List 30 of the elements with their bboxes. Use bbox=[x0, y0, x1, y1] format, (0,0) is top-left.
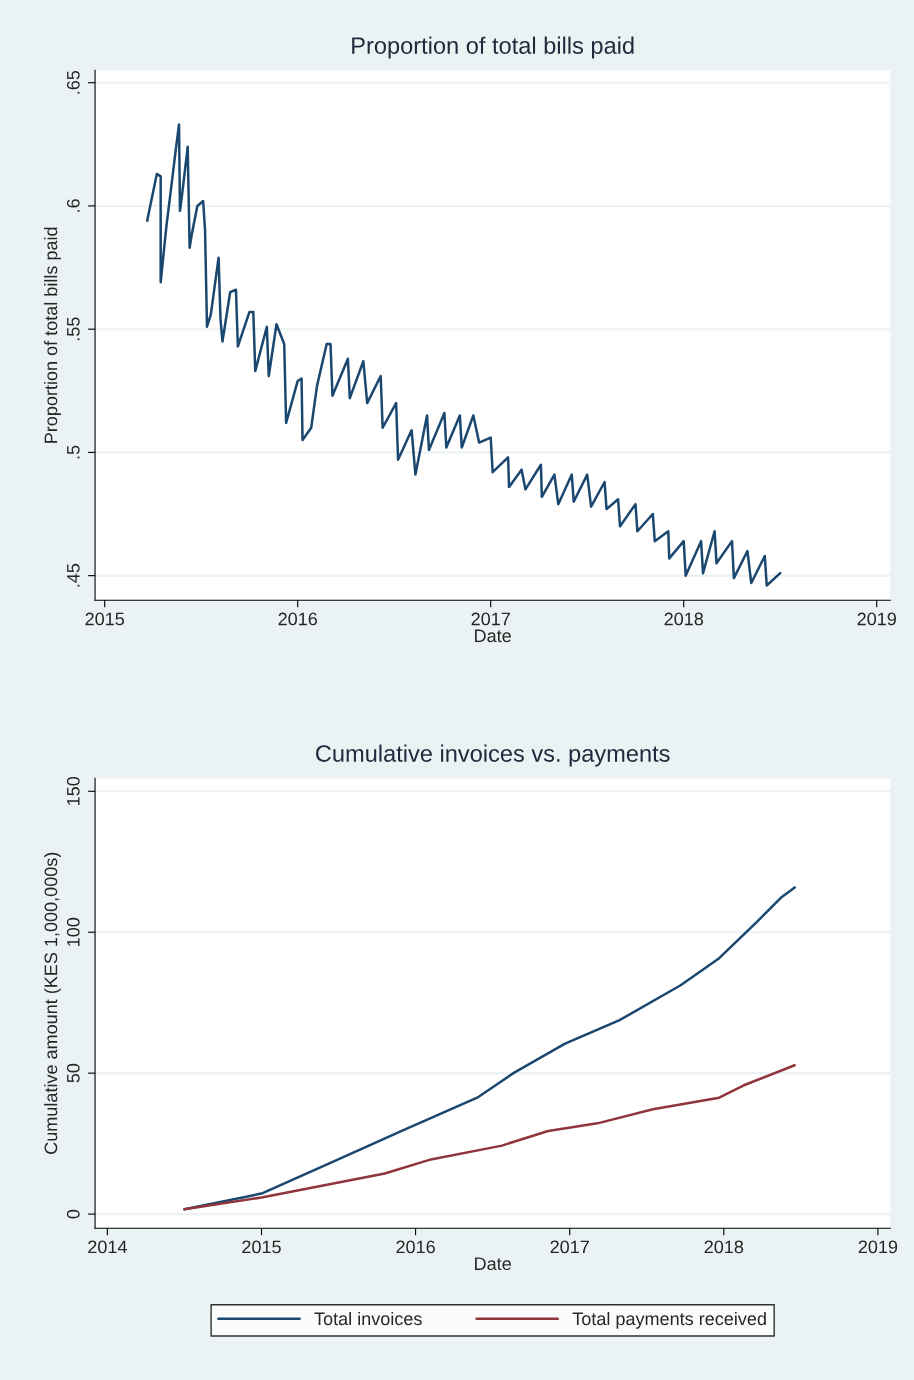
y-tick-label: .45 bbox=[67, 563, 80, 587]
y-tick-label: .5 bbox=[67, 445, 80, 459]
x-tick-label: 2017 bbox=[471, 612, 510, 626]
x-tick-label: 2014 bbox=[88, 1240, 127, 1254]
chart-title: Cumulative invoices vs. payments bbox=[316, 744, 670, 767]
x-tick-label: 2017 bbox=[550, 1240, 589, 1254]
x-tick-label: 2018 bbox=[664, 612, 704, 626]
x-axis-title: Date bbox=[475, 629, 511, 643]
line-series bbox=[145, 123, 782, 587]
y-axis-title: Cumulative amount (KES 1,000,000s) bbox=[44, 852, 61, 1154]
x-tick-label: 2016 bbox=[396, 1240, 435, 1254]
y-tick-label: 0 bbox=[66, 1209, 80, 1219]
line-series bbox=[183, 1064, 796, 1211]
y-tick-label: .55 bbox=[67, 317, 80, 341]
y-tick-label: 50 bbox=[66, 1063, 80, 1083]
y-tick-label: .65 bbox=[66, 70, 80, 94]
x-tick-label: 2018 bbox=[704, 1240, 744, 1254]
legend-label: Total invoices bbox=[314, 1311, 422, 1326]
y-axis-title: Proportion of total bills paid bbox=[44, 227, 61, 443]
y-tick-label: 150 bbox=[66, 776, 80, 805]
legend-label: Total payments received bbox=[572, 1311, 766, 1329]
x-tick-label: 2019 bbox=[858, 1240, 898, 1254]
x-tick-label: 2015 bbox=[242, 1240, 281, 1254]
x-axis-title: Date bbox=[475, 1257, 511, 1271]
x-tick-label: 2019 bbox=[857, 612, 896, 626]
x-tick-label: 2016 bbox=[278, 612, 317, 626]
y-tick-label: 100 bbox=[66, 917, 80, 946]
chart-title: Proportion of total bills paid bbox=[352, 36, 634, 59]
y-tick-label: .6 bbox=[66, 199, 80, 212]
x-tick-label: 2015 bbox=[85, 612, 125, 626]
